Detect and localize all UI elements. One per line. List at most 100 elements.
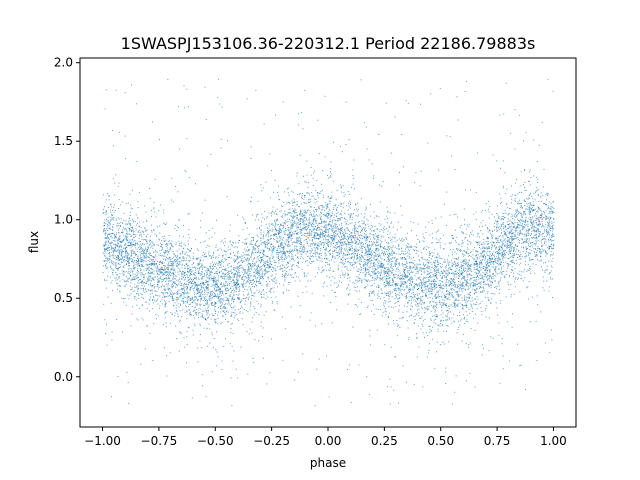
data-point	[532, 220, 534, 222]
data-point	[291, 253, 293, 255]
data-point	[163, 347, 165, 349]
data-point	[178, 263, 180, 265]
data-point	[282, 101, 284, 103]
data-point	[517, 239, 519, 241]
data-point	[318, 358, 320, 360]
data-point	[323, 242, 324, 244]
data-point	[146, 251, 148, 252]
data-point	[131, 238, 133, 240]
data-point	[258, 280, 260, 282]
data-point	[423, 266, 425, 267]
data-point	[232, 279, 233, 281]
data-point	[492, 261, 494, 263]
data-point	[428, 331, 430, 333]
data-point	[288, 233, 290, 235]
data-point	[470, 241, 472, 243]
data-point	[214, 262, 216, 264]
data-point	[405, 293, 407, 294]
data-point	[424, 264, 426, 266]
data-point	[274, 247, 275, 249]
data-point	[373, 255, 375, 257]
data-point	[428, 283, 430, 285]
data-point	[468, 253, 470, 254]
data-point	[398, 244, 400, 246]
data-point	[109, 216, 111, 218]
data-point	[469, 273, 471, 275]
data-point	[310, 201, 312, 203]
data-point	[384, 253, 386, 254]
data-point	[127, 252, 129, 254]
data-point	[353, 259, 355, 261]
data-point	[452, 271, 454, 273]
data-point	[468, 268, 470, 270]
data-point	[358, 254, 360, 256]
data-point	[380, 269, 382, 271]
data-point	[500, 219, 502, 221]
data-point	[169, 290, 171, 292]
data-point	[439, 284, 441, 286]
data-point	[145, 211, 147, 213]
data-point	[199, 263, 201, 264]
data-point	[204, 254, 205, 255]
data-point	[334, 256, 336, 258]
data-point	[344, 231, 346, 233]
data-point	[484, 276, 486, 277]
data-point	[216, 351, 218, 353]
data-point	[221, 290, 223, 292]
data-point	[131, 261, 132, 263]
data-point	[209, 297, 211, 299]
data-point	[536, 250, 538, 252]
data-point	[187, 291, 189, 293]
data-point	[210, 290, 212, 292]
data-point	[281, 244, 283, 246]
data-point	[427, 352, 429, 354]
data-point	[360, 232, 361, 234]
data-point	[495, 275, 497, 277]
data-point	[119, 245, 121, 247]
data-point	[545, 244, 547, 246]
data-point	[470, 189, 471, 191]
data-point	[553, 243, 555, 245]
data-point	[219, 289, 221, 291]
data-point	[387, 295, 389, 297]
data-point	[174, 271, 176, 273]
data-point	[127, 202, 129, 204]
data-point	[548, 286, 550, 288]
data-point	[331, 235, 333, 237]
data-point	[401, 214, 403, 216]
data-point	[140, 226, 142, 228]
data-point	[309, 212, 311, 214]
data-point	[466, 307, 468, 308]
data-point	[182, 257, 184, 259]
data-point	[224, 285, 226, 287]
data-point	[171, 177, 173, 179]
data-point	[150, 235, 151, 237]
data-point	[349, 250, 351, 251]
data-point	[382, 230, 384, 232]
data-point	[179, 263, 181, 265]
data-point	[440, 323, 441, 325]
data-point	[308, 237, 310, 239]
data-point	[187, 213, 189, 215]
data-point	[390, 267, 392, 269]
data-point	[125, 254, 127, 256]
data-point	[464, 270, 466, 272]
data-point	[206, 309, 208, 311]
data-point	[165, 274, 167, 276]
data-point	[489, 206, 491, 208]
data-point	[186, 248, 188, 250]
data-point	[324, 237, 326, 239]
data-point	[192, 300, 194, 302]
data-point	[348, 249, 350, 251]
data-point	[250, 266, 252, 268]
data-point	[297, 233, 299, 235]
data-point	[516, 209, 518, 211]
data-point	[186, 254, 188, 256]
data-point	[218, 296, 220, 298]
data-point	[293, 222, 295, 224]
data-point	[294, 212, 296, 214]
data-point	[405, 237, 407, 239]
data-point	[385, 300, 387, 302]
data-point	[302, 234, 304, 236]
data-point	[241, 255, 243, 257]
